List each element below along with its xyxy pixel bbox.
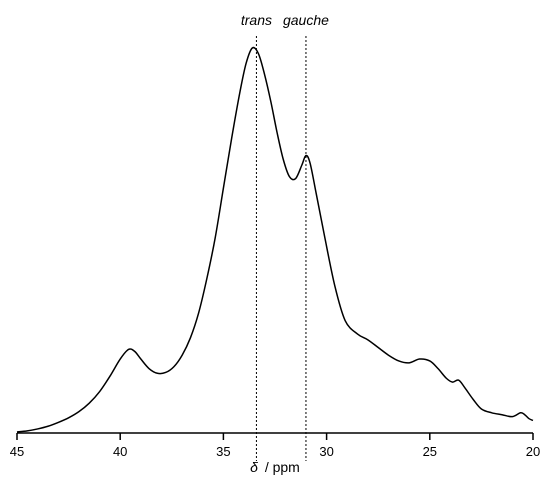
x-tick-label-20: 20 xyxy=(526,444,540,459)
x-axis-ticks: 45 40 35 30 25 20 xyxy=(10,433,540,459)
x-tick-label-30: 30 xyxy=(319,444,333,459)
x-axis-label-symbol: δ xyxy=(250,459,258,475)
annotation-label-trans: trans xyxy=(241,12,272,28)
x-tick-label-45: 45 xyxy=(10,444,24,459)
x-axis-label-unit: / ppm xyxy=(265,459,300,475)
annotation-label-gauche: gauche xyxy=(283,12,329,28)
x-tick-label-40: 40 xyxy=(113,444,127,459)
x-axis-label: δ / ppm xyxy=(250,459,300,475)
spectrum-line xyxy=(16,46,534,433)
x-tick-label-35: 35 xyxy=(216,444,230,459)
x-tick-label-25: 25 xyxy=(423,444,437,459)
annotation-layer: trans gauche xyxy=(241,12,329,461)
